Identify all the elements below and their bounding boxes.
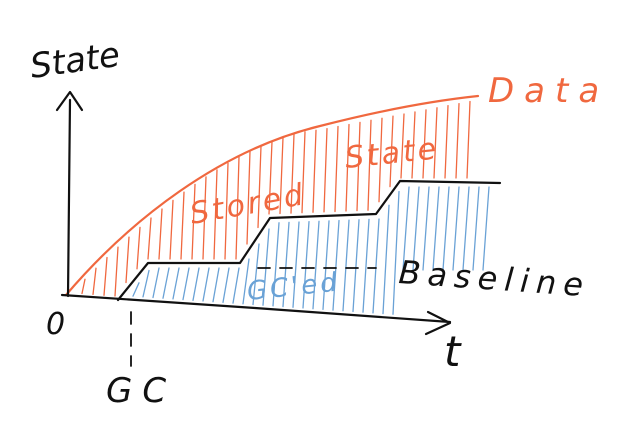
blue-hatch-stroke (482, 186, 490, 271)
blue-hatch-stroke (152, 267, 160, 299)
blue-hatch-stroke (272, 222, 280, 307)
orange-hatch-stroke (213, 169, 218, 260)
blue-hatch-stroke (442, 186, 450, 271)
blue-hatch-stroke (232, 267, 240, 304)
blue-hatch-stroke (162, 267, 170, 299)
orange-hatch-stroke (323, 128, 328, 213)
blue-hatch-stroke (292, 221, 300, 308)
orange-hatch-stroke (422, 109, 427, 179)
orange-hatch-stroke (224, 162, 229, 260)
blue-hatch-stroke (352, 219, 360, 313)
blue-hatch-stroke (422, 186, 430, 271)
blue-hatch-stroke (472, 186, 480, 271)
orange-hatch-stroke (125, 236, 130, 284)
orange-hatch-stroke (356, 121, 361, 212)
blue-hatch-stroke (402, 186, 410, 271)
blue-hatch-stroke (172, 267, 180, 300)
blue-hatch-stroke (302, 220, 310, 309)
state-label: State (343, 131, 441, 176)
orange-hatch-stroke (191, 183, 196, 260)
baseline-curve (116, 179, 502, 302)
blue-hatch-stroke (132, 282, 140, 297)
orange-hatch-stroke (466, 100, 471, 179)
blue-hatch-stroke (222, 267, 230, 304)
blue-hatch-stroke (262, 228, 270, 306)
orange-hatch-stroke (312, 129, 317, 213)
orange-hatch-stroke (411, 111, 416, 179)
blue-hatch-stroke (392, 190, 400, 315)
orange-hatch-stroke (147, 217, 152, 260)
blue-hatch-stroke (432, 186, 440, 271)
orange-hatch-stroke (180, 191, 185, 260)
blue-hatch-stroke (412, 186, 420, 271)
blue-hatch-stroke (312, 220, 320, 310)
x-axis-arrowhead (424, 310, 452, 336)
orange-hatch-stroke (378, 117, 383, 203)
gced-region-hatching (132, 186, 490, 315)
y-axis-arrowhead (55, 90, 84, 112)
orange-hatch-stroke (279, 137, 284, 215)
orange-hatch-stroke (235, 156, 240, 260)
blue-hatch-stroke (282, 221, 290, 308)
orange-hatch-stroke (202, 176, 207, 260)
blue-hatch-stroke (372, 218, 380, 314)
origin-label: 0 (46, 307, 65, 342)
orange-hatch-stroke (345, 123, 350, 212)
blue-hatch-stroke (202, 267, 210, 302)
blue-hatch-stroke (322, 220, 330, 311)
orange-hatch-stroke (257, 145, 262, 229)
blue-hatch-stroke (332, 219, 340, 311)
blue-hatch-stroke (242, 258, 250, 305)
orange-hatch-stroke (92, 267, 97, 296)
orange-hatch-stroke (169, 199, 174, 260)
orange-hatch-stroke (268, 141, 273, 215)
blue-hatch-stroke (462, 186, 470, 271)
gced-label: GC'ed (246, 267, 342, 307)
blue-hatch-stroke (382, 204, 390, 315)
blue-hatch-stroke (452, 186, 460, 271)
blue-hatch-stroke (142, 269, 150, 298)
data-curve (64, 94, 480, 297)
orange-hatch-stroke (290, 133, 295, 214)
blue-hatch-stroke (182, 267, 190, 301)
blue-hatch-stroke (212, 267, 220, 303)
gc-label: GC (106, 371, 176, 411)
orange-hatch-stroke (389, 115, 394, 188)
blue-hatch-stroke (362, 218, 370, 313)
y-axis (66, 98, 72, 298)
x-axis-label: t (444, 327, 462, 376)
orange-hatch-stroke (444, 105, 449, 179)
orange-hatch-stroke (433, 107, 438, 179)
orange-hatch-stroke (136, 226, 141, 270)
y-axis-label: State (28, 35, 123, 87)
x-axis (60, 293, 452, 324)
baseline-label: Baseline (397, 253, 591, 304)
orange-hatch-stroke (400, 113, 405, 179)
orange-hatch-stroke (246, 150, 251, 245)
data-label: Data (488, 71, 609, 111)
blue-hatch-stroke (252, 243, 260, 306)
stored-state-hatching (81, 100, 471, 297)
orange-hatch-stroke (334, 125, 339, 213)
orange-hatch-stroke (367, 119, 372, 211)
orange-hatch-stroke (81, 278, 86, 295)
orange-hatch-stroke (455, 102, 460, 179)
orange-hatch-stroke (158, 208, 163, 260)
orange-hatch-stroke (103, 256, 108, 296)
blue-hatch-stroke (192, 267, 200, 301)
blue-hatch-stroke (342, 219, 350, 312)
orange-hatch-stroke (301, 131, 306, 214)
orange-hatch-stroke (114, 246, 119, 297)
